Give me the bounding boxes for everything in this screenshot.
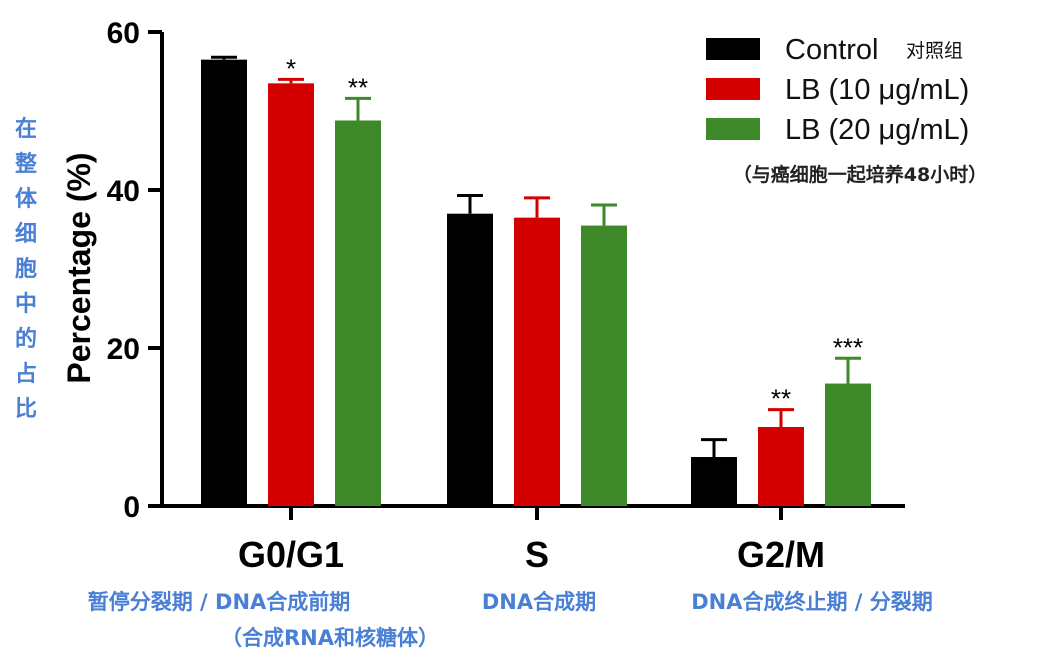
- legend-swatch: [706, 78, 760, 100]
- bar: [335, 120, 381, 506]
- labels: Percentage (%)在整体细胞中的占比********G0/G1 S G2/…: [15, 53, 933, 650]
- y-axis-label-cn-char: 比: [15, 397, 37, 422]
- legend-label: LB (10 μg/mL): [785, 74, 969, 106]
- x-category-label: G2/M: [737, 534, 825, 575]
- x-category-label-cn: （合成RNA和核糖体）: [221, 626, 439, 650]
- x-category-label: S: [525, 534, 549, 575]
- y-tick-label: 0: [123, 491, 140, 524]
- bars: [201, 55, 871, 507]
- legend-swatch: [706, 38, 760, 60]
- significance-mark: **: [771, 384, 791, 414]
- x-category-label-cn: DNA合成期: [482, 590, 596, 614]
- legend-label: Control: [785, 34, 879, 66]
- legend-swatch: [706, 118, 760, 140]
- bar: [514, 217, 560, 506]
- y-tick-label: 40: [107, 175, 140, 208]
- x-category-label-cn: DNA合成终止期 / 分裂期: [691, 590, 933, 614]
- bar: [758, 427, 804, 506]
- significance-mark: *: [286, 53, 296, 83]
- x-category-label-cn: 暂停分裂期 / DNA合成前期: [88, 590, 351, 614]
- bar: [201, 59, 247, 507]
- bar: [825, 383, 871, 506]
- bar: [268, 83, 314, 506]
- x-category-label: G0/G1: [238, 534, 344, 575]
- y-tick-label: 20: [107, 333, 140, 366]
- legend-label-cn: 对照组: [906, 40, 963, 62]
- y-axis-label-cn-char: 整: [15, 151, 37, 177]
- y-axis-label-cn-char: 在: [15, 116, 37, 142]
- legend: Control 对照组 LB (10 μg/mL) LB (20 μg/mL) （与癌细…: [706, 34, 987, 186]
- significance-mark: **: [348, 72, 368, 102]
- y-axis-label: Percentage (%): [61, 152, 97, 383]
- y-axis-label-cn: 在整体细胞中的占比: [15, 116, 38, 422]
- bar: [581, 225, 627, 507]
- y-axis-label-cn-char: 占: [15, 362, 37, 387]
- legend-note: （与癌细胞一起培养48小时）: [733, 163, 987, 186]
- y-axis-label-cn-char: 胞: [15, 256, 37, 282]
- y-axis-label-cn-char: 细: [15, 221, 37, 247]
- y-tick-label: 60: [107, 17, 140, 50]
- y-axis-label-cn-char: 体: [15, 187, 38, 212]
- y-axis-label-cn-char: 中: [15, 292, 37, 317]
- significance-mark: ***: [833, 332, 863, 362]
- legend-label: LB (20 μg/mL): [785, 114, 969, 146]
- y-axis-label-cn-char: 的: [15, 326, 37, 352]
- bar: [691, 457, 737, 506]
- bar: [447, 213, 493, 506]
